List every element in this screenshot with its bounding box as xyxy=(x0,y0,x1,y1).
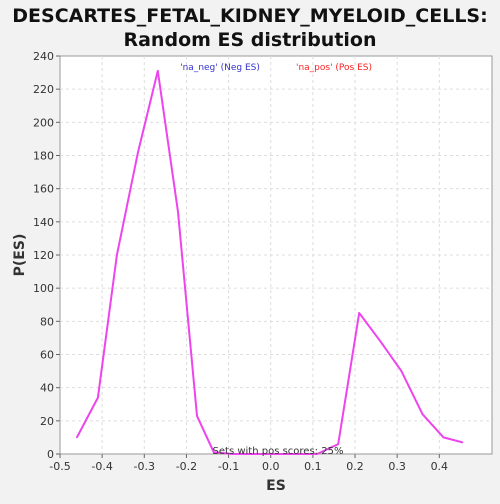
data-point xyxy=(97,396,99,399)
y-tick-label: 20 xyxy=(40,415,54,428)
data-point xyxy=(400,370,403,372)
legend-entry-pos: 'na_pos' (Pos ES) xyxy=(296,63,372,73)
data-point xyxy=(232,453,234,455)
x-tick-label: 0.2 xyxy=(346,460,364,473)
data-point xyxy=(213,451,215,454)
data-point xyxy=(156,70,159,72)
y-tick-label: 220 xyxy=(33,83,54,96)
x-tick-label: 0.0 xyxy=(262,460,280,473)
series-layer xyxy=(76,69,464,455)
data-point xyxy=(379,340,382,343)
data-point xyxy=(358,312,361,314)
x-axis-label: ES xyxy=(266,478,286,494)
data-point xyxy=(274,453,276,455)
y-tick-label: 60 xyxy=(40,349,54,362)
y-tick-label: 80 xyxy=(40,315,54,328)
y-tick-label: 0 xyxy=(47,448,54,461)
x-tick-label: -0.4 xyxy=(91,460,112,473)
grid xyxy=(60,56,492,454)
data-point xyxy=(177,211,179,213)
x-tick-label: 0.3 xyxy=(388,460,406,473)
series-line xyxy=(76,69,463,455)
y-axis-label: P(ES) xyxy=(12,234,28,277)
data-point xyxy=(442,436,445,439)
x-tick-label: -0.3 xyxy=(134,460,155,473)
y-tick-label: 100 xyxy=(33,282,54,295)
legend-entry-neg: 'na_neg' (Neg ES) xyxy=(180,63,260,73)
x-tick-label: 0.1 xyxy=(304,460,322,473)
data-point xyxy=(316,453,318,455)
data-point xyxy=(295,453,297,455)
x-tick-label: 0.4 xyxy=(431,460,449,473)
chart-title-line-2: Random ES distribution xyxy=(123,29,376,51)
data-point xyxy=(116,254,118,256)
y-tick-label: 120 xyxy=(33,249,54,262)
y-tick-label: 240 xyxy=(33,50,54,63)
y-tick-label: 140 xyxy=(33,216,54,229)
data-point xyxy=(196,415,198,417)
pos-scores-annotation: Sets with pos scores: 25% xyxy=(213,446,344,457)
data-point xyxy=(337,443,339,445)
x-tick-label: -0.1 xyxy=(218,460,239,473)
x-tick-label: -0.2 xyxy=(176,460,197,473)
y-tick-label: 180 xyxy=(33,150,54,163)
y-tick-label: 200 xyxy=(33,116,54,129)
x-tick-label: -0.5 xyxy=(49,460,70,473)
data-point xyxy=(421,413,424,416)
data-point xyxy=(461,441,464,444)
axes: 0 20 40 60 80 100 120 140 160 180 200 220 240 -0.5 -0.… xyxy=(33,50,448,473)
data-point xyxy=(253,453,255,455)
y-tick-label: 40 xyxy=(40,382,54,395)
data-point xyxy=(137,151,139,153)
chart-title-line-1: DESCARTES_FETAL_KIDNEY_MYELOID_CELLS: xyxy=(12,5,487,27)
y-tick-label: 160 xyxy=(33,183,54,196)
data-point xyxy=(76,436,78,439)
